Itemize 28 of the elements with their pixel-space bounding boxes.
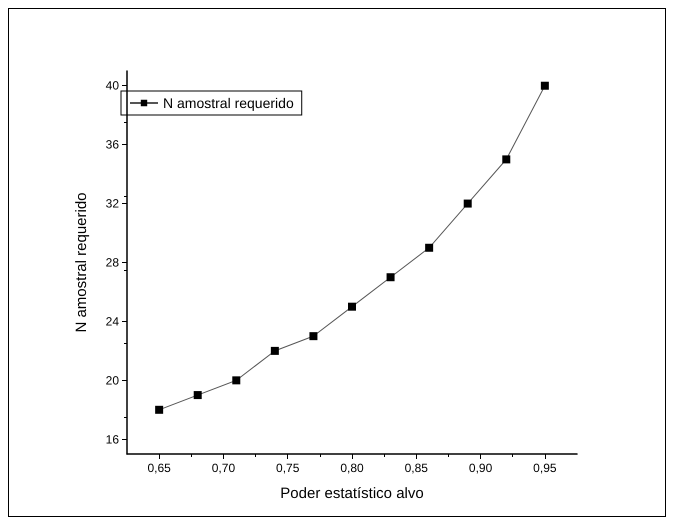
y-tick-label: 36 bbox=[106, 138, 120, 152]
x-tick-label: 0,75 bbox=[276, 461, 300, 475]
y-axis-title: N amostral requerido bbox=[73, 192, 90, 333]
point bbox=[309, 332, 318, 340]
y-tick-label: 20 bbox=[106, 373, 120, 388]
point bbox=[270, 346, 279, 355]
y-tick-label: 24 bbox=[106, 314, 120, 328]
x-tick-label: 0,90 bbox=[468, 461, 493, 475]
x-tick-label: 0,85 bbox=[404, 461, 428, 475]
y-tick-label: 32 bbox=[106, 196, 120, 211]
legend-label: N amostral requerido bbox=[163, 95, 294, 111]
x-tick-label: 0,80 bbox=[340, 461, 364, 475]
point bbox=[155, 406, 164, 414]
y-tick-label: 16 bbox=[106, 432, 120, 446]
point bbox=[232, 376, 240, 384]
x-tick-label: 0,70 bbox=[212, 461, 236, 475]
point bbox=[502, 155, 510, 164]
x-tick-label: 0,95 bbox=[533, 461, 557, 475]
y-tick-label: 28 bbox=[106, 256, 120, 270]
point bbox=[194, 391, 202, 400]
point bbox=[425, 244, 434, 252]
x-tick-label: 0,65 bbox=[147, 461, 172, 475]
point bbox=[348, 302, 356, 311]
x-axis-title: Poder estatístico alvo bbox=[280, 485, 424, 502]
y-tick-label: 40 bbox=[106, 78, 120, 93]
point bbox=[386, 273, 395, 282]
point bbox=[540, 82, 549, 90]
point bbox=[464, 200, 472, 208]
